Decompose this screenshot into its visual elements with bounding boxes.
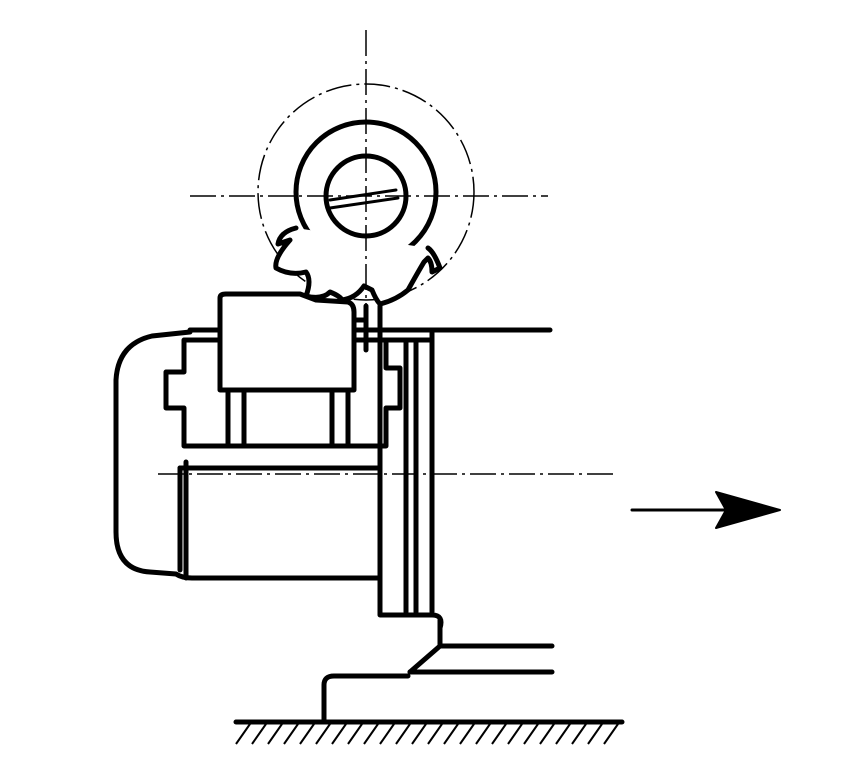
hatch-line [363,723,379,745]
hatch-line [267,723,283,745]
hatch-line [539,723,555,745]
ground-hatching [235,723,619,745]
arrow-head-icon [715,491,781,529]
hatch-line [395,723,411,745]
hatch-line [347,723,363,745]
hatch-line [523,723,539,745]
hatch-line [315,723,331,745]
hatch-line [571,723,587,745]
vise-housing [113,329,383,581]
hatch-line [283,723,299,745]
hatch-line [507,723,523,745]
vise-plates [377,327,444,631]
hatch-line [379,723,395,745]
hatch-line [603,723,619,745]
hatch-line [443,723,459,745]
hatch-line [251,723,267,745]
hatch-line [587,723,603,745]
hatch-line [427,723,443,745]
hatch-line [555,723,571,745]
feed-arrow [630,491,781,529]
cutter-teeth [273,225,443,307]
hatch-line [299,723,315,745]
hatch-line [235,723,251,745]
hatch-line [411,723,427,745]
hatch-line [475,723,491,745]
ground-base [233,719,625,745]
hatch-line [331,723,347,745]
machine-table [321,327,555,725]
workpiece [217,291,383,393]
hatch-line [491,723,507,745]
hatch-line [459,723,475,745]
center-lines [158,30,614,475]
